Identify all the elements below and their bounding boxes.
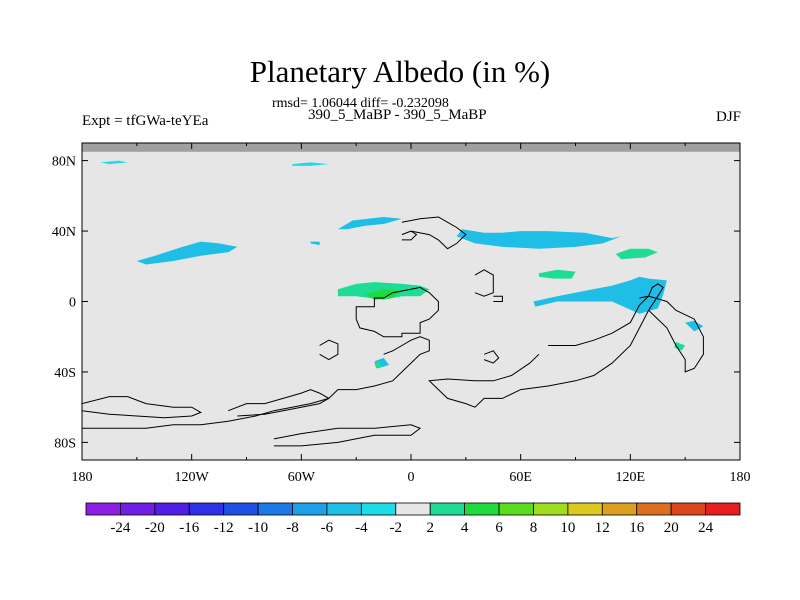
coastline-0: [355, 286, 439, 338]
colorbar-swatch-17: [670, 502, 706, 516]
anomaly-region-0-1: [337, 217, 402, 230]
colorbar-swatch-2: [154, 502, 190, 516]
colorbar: -24 -20 -16 -12 -10 -8 -6 -4 -2 2 4 6 8 10 12 16 20 24: [85, 502, 741, 536]
colorbar-swatch-8: [360, 502, 397, 516]
colorbar-label-15: 16: [629, 520, 645, 536]
chart-title: Planetary Albedo (in %): [249, 54, 551, 89]
colorbar-label-13: 10: [560, 520, 575, 536]
anomaly-region-0-2: [456, 229, 622, 249]
colorbar-swatch-0: [85, 502, 121, 516]
anomaly-region-2-4: [374, 361, 382, 369]
colorbar-label-0: -24: [110, 520, 130, 536]
y-tick-label-0: 80N: [52, 155, 76, 170]
x-tick-label-1: 120W: [175, 470, 210, 485]
anomaly-region-0-0: [136, 241, 238, 265]
colorbar-label-5: -8: [286, 520, 299, 536]
colorbar-label-14: 12: [595, 520, 610, 536]
chart-stats: rmsd= 1.06044 diff= -0.232098: [272, 96, 449, 111]
y-tick-label-4: 80S: [54, 436, 76, 451]
y-tick-label-3: 40S: [54, 366, 76, 381]
coastline-6: [401, 216, 467, 250]
colorbar-label-9: 2: [426, 520, 434, 536]
colorbar-label-8: -2: [390, 520, 403, 536]
anomaly-regions: [100, 160, 704, 369]
coastline-10: [428, 283, 664, 408]
coastline-3: [228, 389, 330, 417]
y-tick-label-1: 40N: [52, 225, 76, 240]
anomaly-region-2-1: [538, 269, 576, 279]
x-tick-label-4: 60E: [509, 470, 532, 485]
x-tick-label-5: 120E: [616, 470, 646, 485]
colorbar-label-12: 8: [530, 520, 538, 536]
anomaly-region-3-0: [365, 289, 402, 300]
colorbar-label-1: -20: [145, 520, 165, 536]
coastline-12: [483, 350, 500, 364]
anomaly-region-2-3: [674, 342, 686, 351]
colorbar-swatch-3: [188, 502, 225, 516]
colorbar-swatch-10: [429, 502, 466, 516]
colorbar-label-6: -6: [321, 520, 334, 536]
colorbar-swatch-14: [567, 502, 603, 516]
colorbar-swatch-18: [705, 502, 741, 516]
colorbar-swatch-13: [533, 502, 569, 516]
coastline-5: [319, 339, 339, 361]
colorbar-label-7: -4: [355, 520, 368, 536]
anomaly-region-1-1: [100, 160, 128, 165]
colorbar-swatch-16: [636, 502, 672, 516]
chart-subtitle: 390_5_MaBP - 390_5_MaBP: [308, 107, 487, 123]
colorbar-swatch-6: [292, 502, 328, 516]
experiment-label: Expt = tfGWa-teYEa: [82, 113, 209, 129]
colorbar-swatch-4: [223, 502, 259, 516]
anomaly-region-0-7: [310, 241, 320, 246]
anomaly-region-0-3: [533, 278, 667, 314]
colorbar-label-4: -10: [248, 520, 268, 536]
coastlines: [82, 216, 704, 447]
colorbar-swatch-7: [326, 502, 362, 516]
x-tick-label-0: 180: [72, 470, 93, 485]
colorbar-swatch-11: [464, 502, 500, 516]
coastline-11: [639, 295, 704, 373]
coastline-1: [82, 336, 430, 429]
x-tick-label-3: 0: [408, 470, 415, 485]
colorbar-label-11: 6: [495, 520, 503, 536]
anomaly-region-0-4: [630, 276, 649, 288]
colorbar-swatch-5: [257, 502, 293, 516]
coastline-9: [493, 295, 503, 302]
colorbar-swatch-12: [498, 502, 534, 516]
coastline-4: [273, 424, 422, 447]
colorbar-swatch-1: [120, 502, 156, 516]
colorbar-label-16: 20: [664, 520, 679, 536]
anomaly-region-2-0: [615, 248, 658, 260]
colorbar-label-3: -12: [214, 520, 234, 536]
y-tick-label-2: 0: [69, 296, 76, 311]
x-tick-label-2: 60W: [288, 470, 316, 485]
season-label: DJF: [715, 109, 741, 125]
colorbar-label-2: -16: [179, 520, 199, 536]
colorbar-label-10: 4: [461, 520, 469, 536]
colorbar-swatch-15: [601, 502, 638, 516]
colorbar-label-17: 24: [698, 520, 714, 536]
coastline-2: [82, 396, 202, 419]
coastline-8: [474, 269, 494, 297]
anomaly-region-1-0: [292, 162, 329, 166]
colorbar-swatch-9: [395, 502, 431, 516]
coastline-7: [401, 230, 418, 241]
x-tick-label-6: 180: [730, 470, 751, 485]
axes: 180 120W 60W 0 60E 120E 180 80N 40N 0 40S 80S: [52, 143, 751, 485]
